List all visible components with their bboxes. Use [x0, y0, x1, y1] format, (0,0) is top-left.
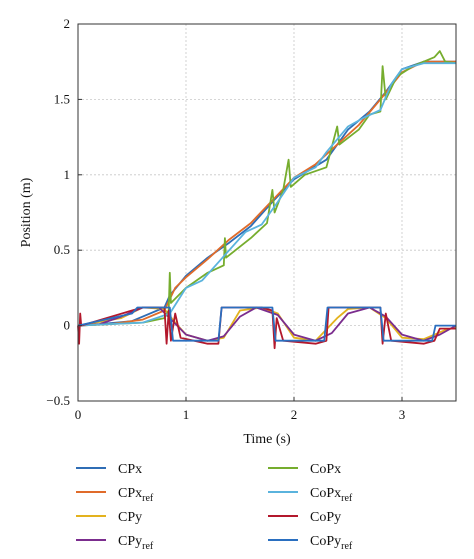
- y-tick-label: 0.5: [54, 242, 70, 257]
- series-line-copx: [77, 50, 457, 327]
- axis-ticks: 0 1 2 3 −0.5 0 0.5 1 1.5 2: [46, 16, 405, 422]
- y-axis-title: Position (m): [19, 177, 34, 247]
- x-axis-title: Time (s): [243, 432, 291, 447]
- x-tick-label: 3: [399, 407, 406, 422]
- y-tick-label: −0.5: [46, 393, 70, 408]
- legend-label: CoPx: [310, 462, 341, 477]
- legend-label: CoPy: [310, 510, 341, 525]
- legend-label: CPx: [118, 462, 142, 477]
- y-tick-label: 2: [64, 16, 71, 31]
- legend-label: CPy: [118, 510, 142, 525]
- x-tick-label: 2: [291, 407, 298, 422]
- legend-label: CPxref: [118, 486, 154, 504]
- legend: CPx CPxref CPy CPyref CoPx CoPxref CoPy CoPyref: [76, 462, 353, 552]
- legend-label: CPyref: [118, 534, 154, 552]
- plot-frame: [77, 23, 457, 402]
- legend-label: CoPxref: [310, 486, 353, 504]
- x-tick-label: 1: [183, 407, 190, 422]
- series-line-cpx-ref: [77, 60, 456, 327]
- grid-lines: [78, 24, 456, 401]
- y-tick-label: 1: [64, 167, 71, 182]
- series-lines: [77, 50, 457, 350]
- x-tick-label: 0: [75, 407, 82, 422]
- series-line-copy-ref: [77, 306, 456, 342]
- y-tick-label: 1.5: [54, 91, 70, 106]
- legend-label: CoPyref: [310, 534, 353, 552]
- series-line-copx-ref: [77, 62, 456, 327]
- y-tick-label: 0: [64, 318, 71, 333]
